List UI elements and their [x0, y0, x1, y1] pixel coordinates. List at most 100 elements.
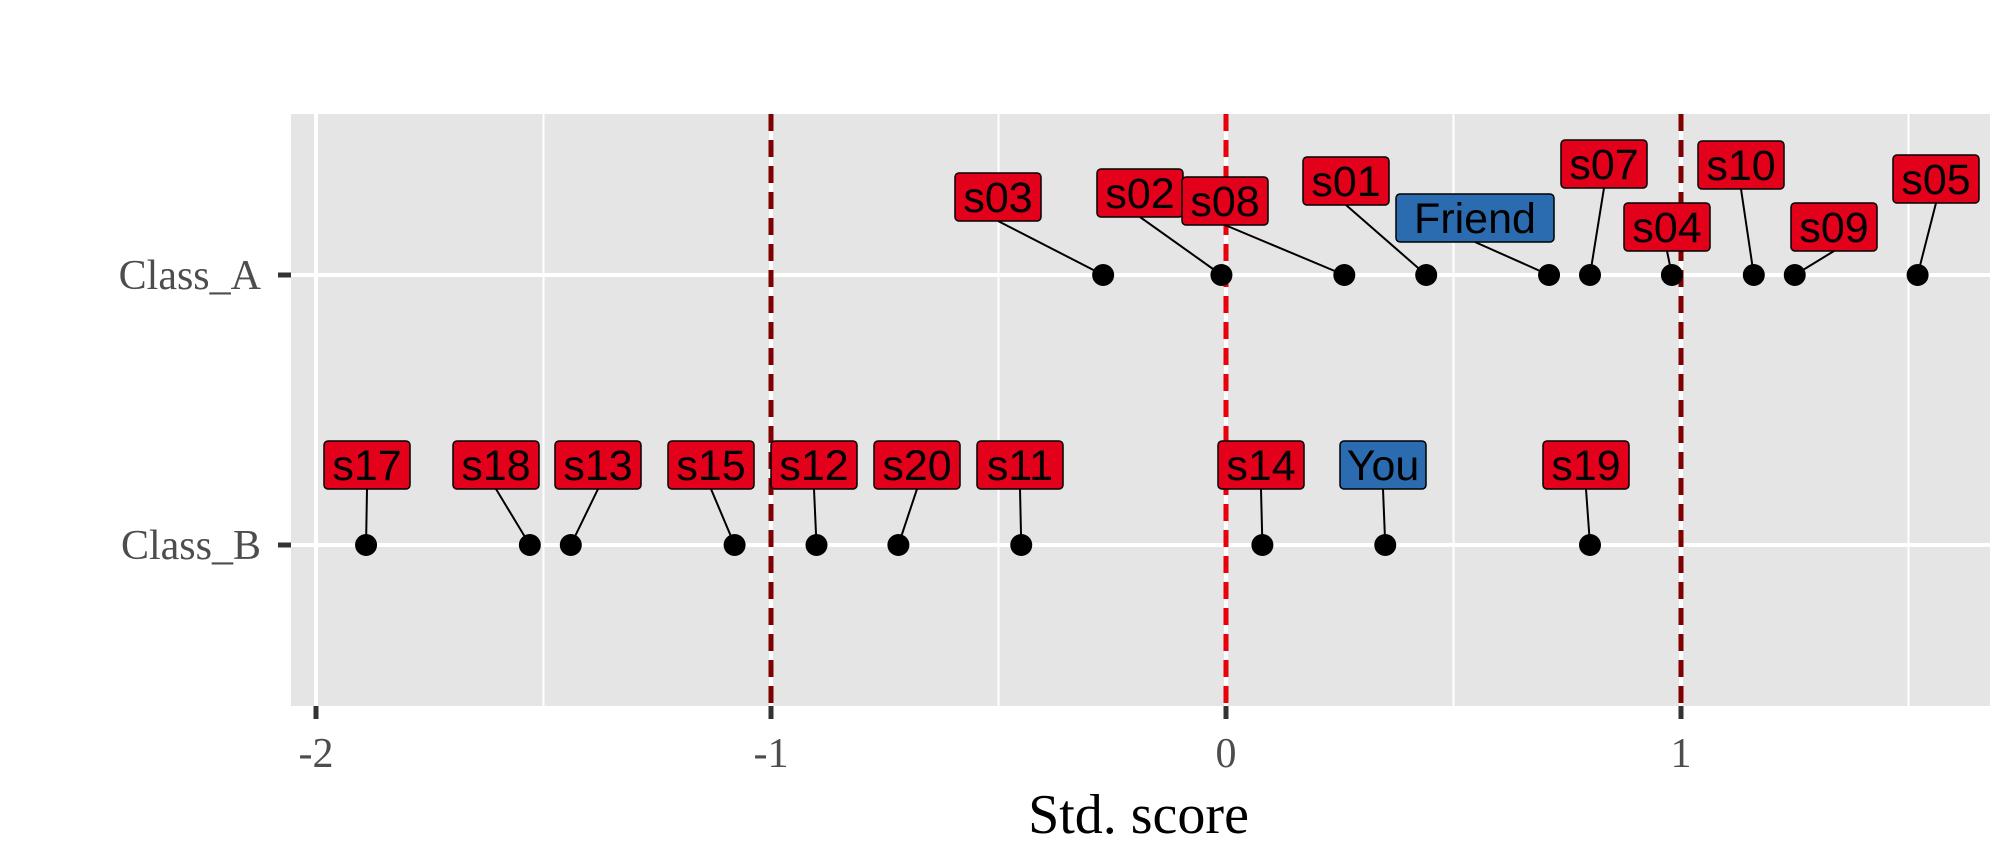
- leader-line: [1345, 204, 1427, 276]
- point-label-text: s20: [882, 442, 951, 490]
- point-label-box: [954, 172, 1042, 222]
- leader-line: [1139, 216, 1223, 276]
- point-label-text: Friend: [1414, 195, 1536, 243]
- leader-line: [997, 220, 1104, 276]
- point-label: s02: [1096, 168, 1184, 218]
- data-point: [1374, 534, 1397, 556]
- data-point: [518, 534, 541, 556]
- data-point: [805, 534, 828, 556]
- x-axis-title: Std. score: [1028, 784, 1249, 846]
- data-point: [1660, 264, 1683, 286]
- data-point: [1783, 264, 1806, 286]
- y-tick-label: Class_A: [119, 253, 262, 299]
- data-points: [355, 264, 1929, 556]
- data-point: [1333, 264, 1356, 286]
- leader-line: [1740, 188, 1755, 276]
- point-label: s07: [1560, 139, 1648, 189]
- point-label-text: s09: [1799, 204, 1868, 252]
- leader-line: [1589, 187, 1605, 276]
- point-label-text: You: [1347, 442, 1420, 490]
- point-label-text: s12: [779, 442, 848, 490]
- point-label-box: [554, 440, 642, 490]
- data-point: [1579, 534, 1601, 556]
- x-tick-label: 1: [1671, 731, 1692, 777]
- leader-line: [1916, 202, 1937, 276]
- point-label-text: s11: [987, 442, 1053, 490]
- y-axis: Class_A Class_B: [119, 253, 291, 569]
- y-tick-label: Class_B: [121, 523, 261, 569]
- data-point: [1010, 534, 1033, 556]
- point-label: s10: [1697, 140, 1785, 190]
- point-label-text: s05: [1901, 156, 1970, 204]
- data-point: [1251, 534, 1274, 556]
- point-label-box: [323, 440, 411, 490]
- point-label: s20: [873, 440, 961, 490]
- point-label-text: s19: [1551, 442, 1620, 490]
- point-label-box: [452, 440, 540, 490]
- point-label: s11: [976, 440, 1064, 490]
- data-point: [723, 534, 746, 556]
- point-label-text: s18: [461, 442, 530, 490]
- point-label-box: [1892, 154, 1980, 204]
- data-point: [355, 534, 378, 556]
- data-point: [1579, 264, 1601, 286]
- point-label-box: [1217, 440, 1305, 490]
- point-label-box: [1790, 202, 1878, 252]
- point-label-text: s13: [563, 442, 632, 490]
- point-label-text: s02: [1105, 170, 1174, 218]
- point-label: s15: [667, 440, 755, 490]
- point-label: s04: [1623, 202, 1711, 252]
- x-axis: -2 -1 0 1: [299, 706, 1692, 777]
- point-label-text: s10: [1706, 142, 1775, 190]
- data-point: [559, 534, 582, 556]
- point-label-box: [873, 440, 961, 490]
- point-label-text: s07: [1569, 141, 1638, 189]
- point-label: s17: [323, 440, 411, 490]
- leader-line: [1224, 224, 1345, 276]
- point-label-box: [1560, 139, 1648, 189]
- point-label-box: [667, 440, 755, 490]
- point-label: s14: [1217, 440, 1305, 490]
- x-tick-label: 0: [1216, 731, 1237, 777]
- data-point: [887, 534, 910, 556]
- point-label-box: [1395, 193, 1555, 243]
- reference-lines: [768, 114, 1684, 706]
- data-point: [1092, 264, 1115, 286]
- x-tick-label: -2: [299, 731, 334, 777]
- point-label-text: s17: [332, 442, 401, 490]
- point-label-text: s01: [1311, 158, 1380, 206]
- point-label: You: [1339, 440, 1427, 490]
- data-point: [1210, 264, 1233, 286]
- point-label-box: [1542, 440, 1630, 490]
- point-label-box: [1302, 156, 1390, 206]
- data-point: [1415, 264, 1438, 286]
- point-label-box: [770, 440, 858, 490]
- point-label: s13: [554, 440, 642, 490]
- leader-line: [1474, 241, 1550, 276]
- point-label-text: s15: [676, 442, 745, 490]
- point-label-box: [1181, 176, 1269, 226]
- point-label: s05: [1892, 154, 1980, 204]
- point-label-text: s14: [1226, 442, 1295, 490]
- data-point: [1538, 264, 1561, 286]
- point-label: s12: [770, 440, 858, 490]
- point-label-box: [976, 440, 1064, 490]
- point-label-text: s03: [963, 174, 1032, 222]
- point-label: s19: [1542, 440, 1630, 490]
- x-tick-label: -1: [754, 731, 789, 777]
- point-label-text: s04: [1632, 204, 1701, 252]
- point-label-box: [1339, 440, 1427, 490]
- data-point: [1742, 264, 1765, 286]
- point-label-text: s08: [1190, 178, 1259, 226]
- point-label: s18: [452, 440, 540, 490]
- point-label: s09: [1790, 202, 1878, 252]
- point-label: s08: [1181, 176, 1269, 226]
- point-label: Friend: [1395, 193, 1555, 243]
- point-label: s03: [954, 172, 1042, 222]
- point-label-box: [1623, 202, 1711, 252]
- data-point: [1906, 264, 1929, 286]
- point-label-box: [1697, 140, 1785, 190]
- point-label: s01: [1302, 156, 1390, 206]
